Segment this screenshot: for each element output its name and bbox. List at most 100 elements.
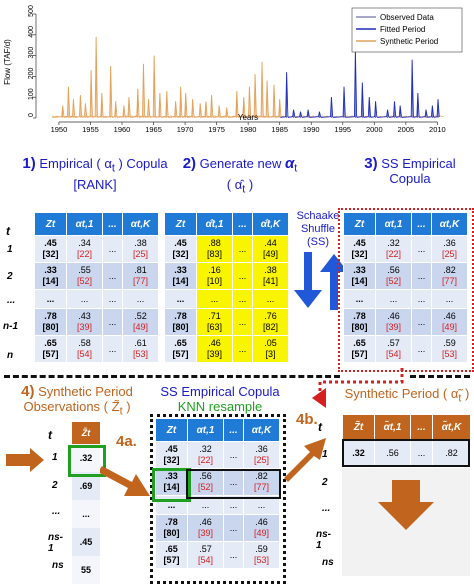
step3-line2: Copula — [389, 171, 431, 186]
synthetic-period-end: ) — [461, 386, 470, 401]
step2-number: 2) — [182, 155, 197, 172]
x-tick-label: 2000 — [366, 125, 383, 134]
schaake-shuffle-label: Schaake Shuffle (SS) — [288, 210, 348, 249]
table2-header-1: α̂t,1 — [196, 212, 233, 236]
x-axis-label: Years — [238, 113, 258, 122]
selected-obs-highlight — [68, 445, 106, 477]
table1-header-1: αt,1 — [66, 212, 103, 236]
step1-sub: t — [111, 162, 115, 175]
step2-title: 2) Generate new αt ( α̂t ) — [180, 156, 300, 197]
alpha1-cell: .46 [39] — [375, 308, 412, 336]
row-label: n — [7, 350, 14, 361]
dots-cell: ... — [102, 235, 123, 263]
table-row: .32.56... .82 — [342, 439, 471, 467]
input-arrow-icon — [6, 448, 44, 472]
row-label-s: 1 — [322, 449, 328, 460]
x-tick-label: 1975 — [208, 125, 225, 134]
step3-title: 3) SS Empirical Copula — [350, 156, 470, 186]
synth-cell: .56 — [374, 439, 411, 467]
row-header-1: t — [6, 224, 10, 238]
alpha1-cell: .43 [39] — [66, 308, 103, 336]
knn-resample-table: Zt αt,1... αt,K .45 [32] .32 [22]... .36 [25] .33… — [155, 418, 280, 569]
legend-fitted: Fitted Period — [380, 25, 425, 34]
schaake-l3: (SS) — [307, 236, 329, 248]
section-divider-right — [410, 375, 470, 378]
synth-header-2: ... — [410, 414, 433, 440]
table4-header-1: αt,1 — [187, 418, 224, 442]
z-cell: .78 [80] — [34, 308, 67, 336]
alphak-cell: .76 [82] — [252, 308, 289, 336]
z-cell: .33 [14] — [343, 262, 376, 290]
table-row: .45 [32] .32 [22]... .36 [25] — [155, 441, 280, 469]
row-header-synth: t — [318, 420, 322, 434]
dots-cell: ... — [411, 262, 432, 290]
schaake-l2: Shuffle — [300, 223, 336, 235]
obs-cell: .45 — [72, 528, 100, 556]
ssknn-sub: KNN resample — [177, 399, 263, 414]
step2-alpha: α — [284, 155, 295, 172]
dots-cell: ... — [223, 541, 244, 569]
row-label: 2 — [7, 271, 13, 282]
table1-header-3: αt,K — [122, 212, 159, 236]
alpha1-cell: .57 [54] — [187, 541, 224, 569]
step4-sub: t — [119, 405, 123, 418]
z-cell: ... — [343, 289, 376, 309]
z-cell: .65 [57] — [155, 541, 188, 569]
table2-header-2: ... — [232, 212, 253, 236]
y-tick-label: 0 — [28, 113, 35, 117]
table-row: .78 [80] .71 [63]... .76 [82] — [164, 308, 289, 336]
table3-header-2: ... — [411, 212, 432, 236]
alphak-cell: .82 [77] — [431, 262, 468, 290]
alpha1-cell: .46 [39] — [196, 335, 233, 363]
z-cell: .78 [80] — [164, 308, 197, 336]
alphak-cell: .38 [25] — [122, 235, 159, 263]
table2-header-3: α̂t,K — [252, 212, 289, 236]
dots-cell: ... — [411, 308, 432, 336]
table4-header-3: αt,K — [243, 418, 280, 442]
table3-header-0: Zt — [343, 212, 376, 236]
step1-text: Empirical ( α — [39, 156, 112, 171]
section-divider — [4, 375, 340, 378]
step4b-arrow-icon — [284, 438, 326, 482]
alpha1-cell: .46 [39] — [187, 514, 224, 542]
dots-cell: ... — [223, 514, 244, 542]
step2-line2-end: ) — [245, 176, 254, 192]
synth-cell: .32 — [342, 439, 375, 467]
table-row: ............ — [164, 289, 289, 309]
step4a-arrow-icon — [100, 466, 150, 496]
row-label-s: 1 — [52, 452, 58, 463]
alphak-cell: .05 [3] — [252, 335, 289, 363]
synth-cell: .82 — [432, 439, 471, 467]
step4-number: 4) — [21, 383, 35, 400]
dots-cell: ... — [232, 235, 253, 263]
table-row: .45 [32] .32 [22]... .36 [25] — [343, 235, 468, 263]
synthetic-series-line — [52, 36, 282, 118]
dots-cell: ... — [232, 262, 253, 290]
step1-end: ) Copula — [114, 156, 168, 171]
table3-header-3: αt,K — [431, 212, 468, 236]
ss-empirical-copula-table: Zt αt,1... αt,K .45 [32] .32 [22]... .36 [25] .33… — [343, 212, 468, 363]
x-tick-label: 1950 — [51, 125, 68, 134]
alphak-cell: .59 [53] — [243, 541, 280, 569]
flow-series — [52, 36, 444, 118]
alphak-cell: .36 [25] — [431, 235, 468, 263]
alpha1-cell: .88 [83] — [196, 235, 233, 263]
row-label: ... — [7, 295, 16, 306]
row-label-s: ns — [52, 560, 64, 571]
z-cell: .78 [80] — [155, 514, 188, 542]
down-arrow-icon — [378, 480, 434, 530]
obs-header: Z̃t — [72, 422, 100, 444]
x-tick-label: 1980 — [240, 125, 257, 134]
step2-line2-sub: t — [242, 183, 246, 196]
alpha1-cell: ... — [196, 289, 233, 309]
synthetic-period-title: Synthetic Period ( α̃t ) — [340, 386, 474, 407]
table-row: .33 [14] .55 [52]... .81 [77] — [34, 262, 159, 290]
step4-title: 4) Synthetic Period Observations ( Z̃t ) — [2, 384, 152, 420]
knn-match-highlight — [152, 468, 191, 502]
alphak-cell: ... — [431, 289, 468, 309]
step2-sub: t — [294, 162, 298, 175]
row-label-s: ... — [52, 506, 61, 517]
row-label: 1 — [7, 244, 13, 255]
dots-cell: ... — [411, 235, 432, 263]
dots-cell: ... — [223, 468, 244, 496]
